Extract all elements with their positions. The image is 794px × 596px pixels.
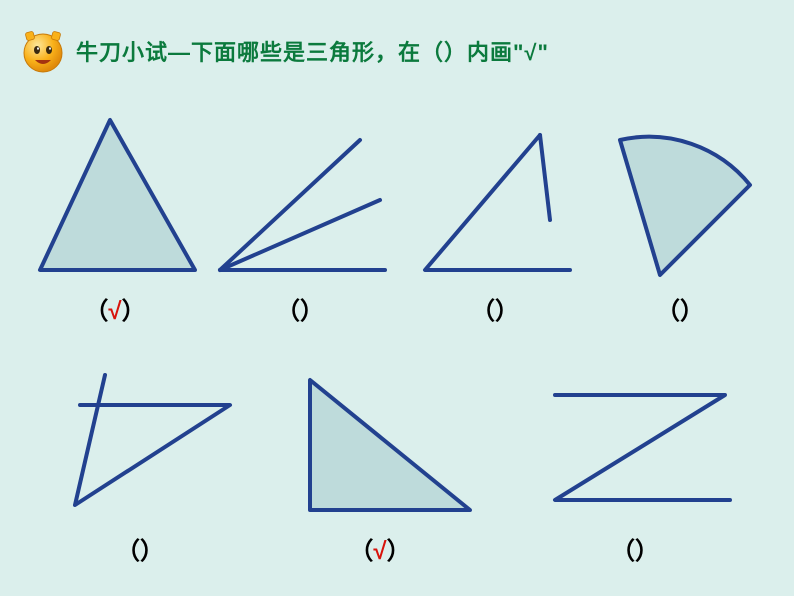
bracket-right: ） [300,298,324,325]
bracket-left: （ [276,298,300,325]
shape-1: （√） [30,110,200,326]
z-shape-icon [530,370,740,520]
bracket-left: （ [116,538,140,565]
row-1: （√） （） （） （） [30,110,770,330]
bracket-right: ） [495,298,519,325]
check-mark: √ [373,538,386,565]
caption-1: （√） [30,291,200,326]
caption-2: （） [210,291,390,326]
crossed-triangle-icon [40,370,240,520]
bracket-right: ） [122,298,146,325]
shape-3: （） [410,110,580,326]
shape-2: （） [210,110,390,326]
check-mark: √ [108,298,121,325]
bracket-right: ） [140,538,164,565]
bracket-right: ） [635,538,659,565]
shape-6: （√） [280,370,480,566]
bracket-left: （ [349,538,373,565]
shape-5: （） [40,370,240,566]
shape-7: （） [530,370,740,566]
caption-7: （） [530,531,740,566]
bracket-right: ） [680,298,704,325]
caption-3: （） [410,291,580,326]
right-triangle-icon [280,370,480,520]
bracket-left: （ [656,298,680,325]
caption-4: （） [600,291,760,326]
bracket-left: （ [611,538,635,565]
caption-6: （√） [280,531,480,566]
sector-icon [600,110,760,280]
page-title: 牛刀小试—下面哪些是三角形，在（）内画"√" [76,35,549,67]
smiley-icon [20,28,66,74]
bracket-left: （ [84,298,108,325]
header: 牛刀小试—下面哪些是三角形，在（）内画"√" [20,28,549,74]
shape-4: （） [600,110,760,326]
triangle-filled-icon [30,110,200,280]
bracket-left: （ [471,298,495,325]
caption-5: （） [40,531,240,566]
bracket-right: ） [387,538,411,565]
row-2: （） （√） （） [30,370,770,570]
three-rays-icon [210,110,390,280]
open-angle-icon [410,110,580,280]
